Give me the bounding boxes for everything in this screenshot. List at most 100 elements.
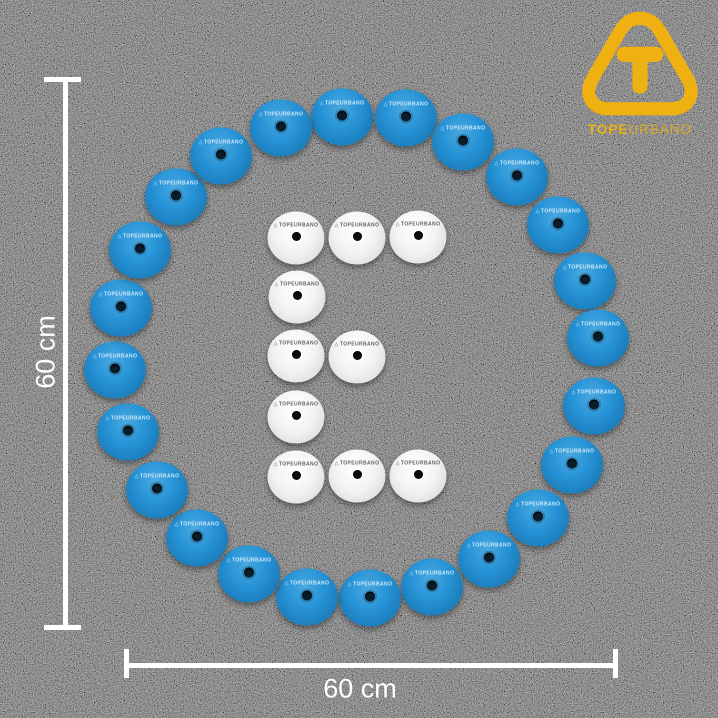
white-road-stud: △TOPEURBANO (267, 390, 325, 444)
disc-brand-label: △TOPEURBANO (554, 265, 616, 270)
blue-road-stud: △TOPEURBANO (276, 568, 338, 626)
topeurbano-logo: TOPEURBANO (576, 10, 704, 137)
disc-triangle-icon: △ (273, 461, 278, 468)
blue-road-stud: △TOPEURBANO (563, 377, 625, 435)
disc-brand-text: TOPEURBANO (279, 281, 320, 288)
white-road-stud: △TOPEURBANO (267, 211, 325, 265)
disc-brand-text: TOPEURBANO (388, 101, 429, 108)
disc-brand-label: △TOPEURBANO (268, 402, 325, 407)
white-road-stud: △TOPEURBANO (328, 449, 386, 503)
blue-road-stud: △TOPEURBANO (458, 530, 520, 588)
disc-brand-label: △TOPEURBANO (268, 462, 325, 467)
blue-road-stud: △TOPEURBANO (527, 196, 589, 254)
blue-road-stud: △TOPEURBANO (401, 558, 463, 616)
disc-center-hole (458, 135, 468, 146)
disc-brand-text: TOPEURBANO (278, 222, 319, 229)
disc-center-hole (135, 243, 145, 254)
disc-triangle-icon: △ (274, 281, 279, 288)
disc-triangle-icon: △ (535, 208, 540, 215)
horizontal-dimension-label: 60 cm (323, 673, 397, 704)
disc-brand-text: TOPEURBANO (110, 415, 151, 422)
disc-brand-label: △TOPEURBANO (567, 322, 629, 327)
disc-brand-text: TOPEURBANO (414, 570, 455, 577)
disc-center-hole (365, 591, 375, 602)
disc-center-hole (413, 470, 423, 480)
disc-brand-label: △TOPEURBANO (268, 223, 325, 228)
disc-triangle-icon: △ (383, 101, 388, 108)
blue-road-stud: △TOPEURBANO (311, 88, 373, 146)
blue-road-stud: △TOPEURBANO (432, 113, 494, 171)
disc-brand-text: TOPEURBANO (400, 460, 441, 467)
blue-road-stud: △TOPEURBANO (339, 569, 401, 627)
blue-road-stud: △TOPEURBANO (250, 99, 312, 157)
disc-triangle-icon: △ (92, 353, 97, 360)
disc-brand-label: △TOPEURBANO (84, 354, 146, 359)
vertical-dimension-label: 60 cm (30, 315, 61, 389)
disc-center-hole (580, 274, 590, 285)
disc-center-hole (593, 331, 603, 342)
disc-triangle-icon: △ (571, 389, 576, 396)
disc-triangle-icon: △ (575, 321, 580, 328)
disc-brand-label: △TOPEURBANO (268, 341, 325, 346)
disc-brand-label: △TOPEURBANO (109, 234, 171, 239)
disc-center-hole (337, 110, 347, 121)
disc-triangle-icon: △ (226, 557, 231, 564)
disc-center-hole (352, 470, 362, 480)
blue-road-stud: △TOPEURBANO (84, 341, 146, 399)
disc-brand-label: △TOPEURBANO (390, 222, 447, 227)
blue-road-stud: △TOPEURBANO (554, 252, 616, 310)
disc-brand-text: TOPEURBANO (278, 340, 319, 347)
disc-triangle-icon: △ (319, 100, 324, 107)
disc-triangle-icon: △ (273, 401, 278, 408)
disc-brand-text: TOPEURBANO (122, 233, 163, 240)
disc-triangle-icon: △ (198, 139, 203, 146)
disc-brand-label: △TOPEURBANO (145, 181, 207, 186)
blue-road-stud: △TOPEURBANO (218, 545, 280, 603)
blue-road-stud: △TOPEURBANO (486, 148, 548, 206)
white-road-stud: △TOPEURBANO (389, 449, 447, 503)
disc-triangle-icon: △ (284, 580, 289, 587)
topeurbano-triangle-icon (582, 11, 698, 116)
disc-center-hole (352, 232, 362, 242)
disc-brand-text: TOPEURBANO (278, 461, 319, 468)
white-road-stud: △TOPEURBANO (328, 211, 386, 265)
disc-center-hole (123, 425, 133, 436)
disc-brand-text: TOPEURBANO (445, 125, 486, 132)
disc-brand-text: TOPEURBANO (499, 160, 540, 167)
disc-brand-text: TOPEURBANO (339, 460, 380, 467)
disc-center-hole (567, 458, 577, 469)
disc-brand-label: △TOPEURBANO (329, 342, 386, 347)
disc-brand-label: △TOPEURBANO (126, 474, 188, 479)
blue-road-stud: △TOPEURBANO (375, 89, 437, 147)
disc-brand-label: △TOPEURBANO (311, 101, 373, 106)
disc-brand-label: △TOPEURBANO (329, 223, 386, 228)
disc-triangle-icon: △ (440, 125, 445, 132)
disc-triangle-icon: △ (347, 581, 352, 588)
disc-center-hole (589, 399, 599, 410)
disc-brand-label: △TOPEURBANO (97, 416, 159, 421)
disc-brand-label: △TOPEURBANO (276, 581, 338, 586)
disc-center-hole (244, 567, 254, 578)
disc-triangle-icon: △ (466, 542, 471, 549)
disc-center-hole (116, 301, 126, 312)
disc-brand-text: TOPEURBANO (324, 100, 365, 107)
disc-brand-text: TOPEURBANO (158, 180, 199, 187)
disc-center-hole (292, 291, 302, 301)
disc-center-hole (171, 190, 181, 201)
disc-triangle-icon: △ (98, 291, 103, 298)
disc-center-hole (276, 121, 286, 132)
disc-brand-text: TOPEURBANO (263, 111, 304, 118)
disc-brand-label: △TOPEURBANO (507, 502, 569, 507)
disc-center-hole (216, 149, 226, 160)
disc-triangle-icon: △ (134, 473, 139, 480)
disc-triangle-icon: △ (153, 180, 158, 187)
disc-center-hole (152, 483, 162, 494)
disc-triangle-icon: △ (105, 415, 110, 422)
white-road-stud: △TOPEURBANO (267, 329, 325, 383)
disc-brand-text: TOPEURBANO (471, 542, 512, 549)
wordmark-urbano: URBANO (628, 122, 693, 137)
disc-brand-text: TOPEURBANO (289, 580, 330, 587)
disc-triangle-icon: △ (395, 460, 400, 467)
disc-triangle-icon: △ (409, 570, 414, 577)
